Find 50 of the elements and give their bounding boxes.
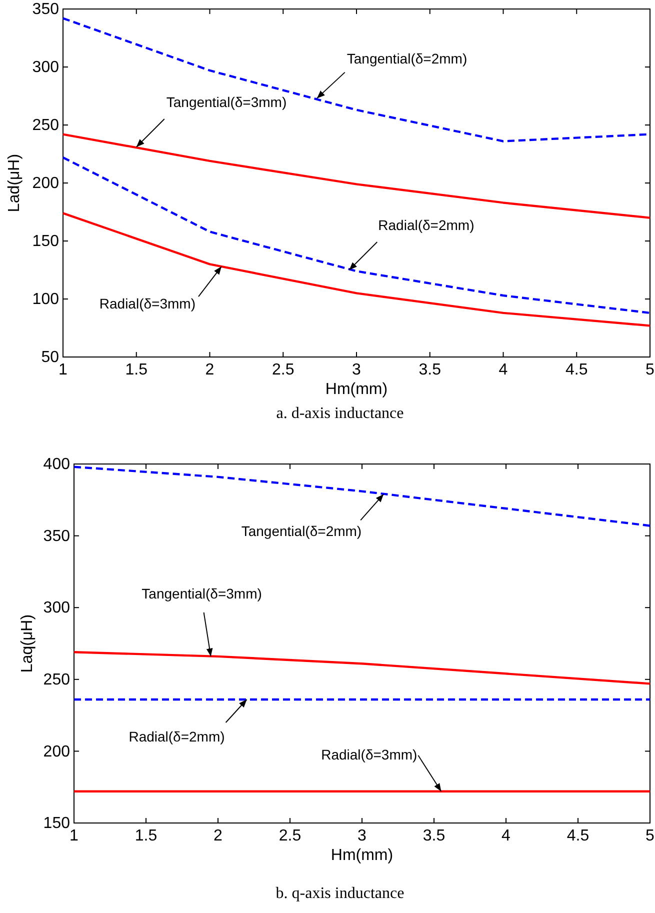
x-tick-label: 1 — [58, 361, 68, 378]
y-axis-title: Laq(μH) — [19, 614, 36, 673]
y-tick-label: 300 — [43, 600, 70, 617]
x-tick-label: 2.5 — [278, 827, 302, 844]
y-tick-label: 350 — [43, 528, 70, 545]
x-axis-title: Hm(mm) — [325, 381, 388, 398]
annotation: Radial(δ=2mm) — [128, 728, 225, 745]
line-series — [62, 212, 652, 327]
y-tick-label: 250 — [32, 117, 60, 134]
x-tick-label: 5 — [646, 827, 655, 844]
y-tick-label: 150 — [43, 815, 70, 832]
y-tick-label: 100 — [32, 291, 60, 308]
x-tick-label: 3 — [358, 827, 367, 844]
y-tick-label: 250 — [43, 672, 70, 689]
x-tick-label: 4 — [498, 361, 508, 378]
x-tick-label: 1.5 — [134, 827, 158, 844]
annotation: Tangential(δ=3mm) — [166, 94, 287, 110]
line-series — [72, 466, 652, 527]
x-tick-label: 1.5 — [125, 361, 148, 378]
x-tick-label: 2.5 — [272, 361, 294, 378]
annotation: Tangential(δ=2mm) — [241, 523, 362, 540]
x-tick-label: 4.5 — [566, 361, 588, 378]
y-axis-title: Lad(μH) — [6, 154, 23, 212]
line-series — [62, 133, 652, 219]
y-tick-label: 350 — [32, 1, 60, 18]
x-tick-label: 4 — [502, 827, 511, 844]
line-series — [72, 651, 652, 685]
x-tick-label: 2 — [205, 361, 214, 378]
annotation: Radial(δ=3mm) — [321, 746, 418, 762]
x-tick-label: 1 — [70, 827, 79, 844]
annotation: Tangential(δ=2mm) — [346, 50, 468, 66]
y-tick-label: 200 — [43, 743, 70, 760]
x-tick-label: 3.5 — [422, 827, 446, 844]
line-series — [62, 156, 652, 314]
annotation: Radial(δ=2mm) — [378, 217, 474, 233]
annotation: Radial(δ=3mm) — [99, 296, 196, 312]
y-tick-label: 150 — [32, 233, 60, 250]
x-tick-label: 3 — [352, 361, 362, 378]
y-tick-label: 50 — [41, 349, 60, 366]
text: a. d-axis inductance — [276, 405, 404, 422]
y-tick-label: 200 — [32, 175, 60, 192]
y-tick-label: 400 — [43, 456, 70, 474]
x-tick-label: 3.5 — [418, 361, 442, 378]
x-tick-label: 2 — [214, 827, 223, 844]
y-tick-label: 300 — [32, 59, 60, 76]
x-tick-label: 4.5 — [566, 827, 590, 844]
x-tick-label: 5 — [646, 361, 655, 378]
annotation: Tangential(δ=3mm) — [142, 585, 262, 602]
text: b. q-axis inductance — [276, 885, 404, 902]
x-axis-title: Hm(mm) — [330, 847, 394, 864]
